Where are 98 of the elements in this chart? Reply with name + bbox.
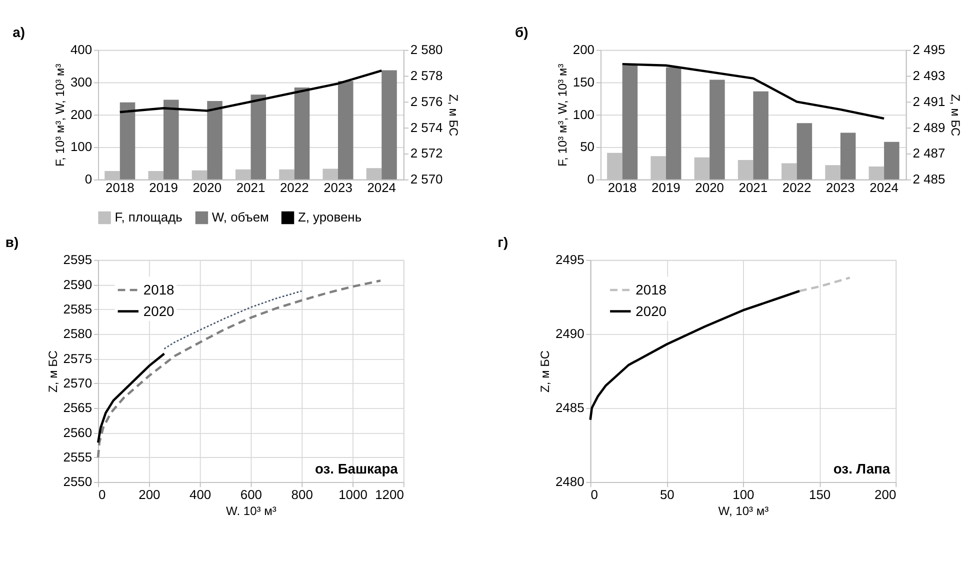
y-tick-label: 100	[572, 106, 594, 122]
y-tick-label: 2590	[63, 276, 92, 292]
x-axis-title: W, 10³ м³	[718, 504, 769, 518]
y-axis-title: Z, м БС	[538, 350, 552, 392]
x-tick-label: 0	[98, 487, 106, 502]
x-tick-label: 150	[809, 487, 831, 502]
y2-tick-label: 2 572	[410, 146, 443, 161]
y-tick-label: 2550	[63, 474, 92, 490]
bar	[710, 80, 725, 180]
y2-tick-label: 2 485	[912, 172, 946, 187]
legend-label: 2020	[636, 302, 667, 319]
y2-tick-label: 2 495	[912, 42, 946, 58]
line-series	[118, 69, 383, 114]
line-series	[96, 352, 166, 444]
y-axis-title: Z, м БС	[46, 350, 60, 392]
bar	[164, 100, 179, 180]
y-tick-label: 200	[70, 106, 92, 122]
x-tick-label: 2020	[695, 180, 724, 195]
chart-title: в)	[5, 234, 19, 250]
y2-axis-title: Z, м БС	[446, 94, 460, 136]
bar	[120, 102, 136, 180]
x-tick-label: 1200	[375, 487, 404, 502]
y2-tick-label: 2 574	[410, 120, 443, 135]
chart-title: б)	[515, 24, 528, 40]
y2-tick-label: 2 580	[410, 42, 443, 58]
y-tick-label: 2490	[556, 326, 584, 342]
x-tick-label: 400	[190, 487, 212, 502]
y-tick-label: 200	[572, 42, 594, 58]
bar	[840, 132, 856, 180]
x-tick-label: 2021	[236, 180, 266, 195]
x-tick-label: 2023	[324, 180, 352, 195]
line-series	[621, 62, 886, 120]
x-tick-label: 2018	[608, 180, 637, 195]
y2-axis-title: Z, м БС	[948, 94, 963, 136]
x-tick-label: 2024	[367, 180, 396, 195]
y-tick-label: 2570	[63, 375, 92, 390]
x-tick-label: 100	[732, 487, 754, 502]
x-axis-title: W. 10³ м³	[226, 504, 276, 518]
y-tick-label: 100	[70, 139, 92, 154]
legend-label: F, площадь	[114, 209, 183, 224]
x-tick-label: 200	[138, 487, 160, 502]
y-axis-title: F, 10³ м³, W, 10³ м³	[555, 64, 570, 166]
x-tick-label: 2020	[192, 180, 222, 195]
y-tick-label: 2575	[63, 350, 92, 366]
x-tick-label: 2022	[782, 180, 812, 195]
bar	[338, 80, 354, 180]
y-tick-label: 2560	[63, 424, 92, 440]
y2-tick-label: 2 487	[912, 146, 946, 161]
y-tick-label: 2595	[63, 252, 92, 268]
y-tick-label: 400	[70, 42, 92, 58]
y2-tick-label: 2 491	[912, 94, 946, 109]
x-tick-label: 2022	[280, 180, 309, 195]
y-axis-title: F, 10³ м³, W, 10³ м³	[52, 64, 67, 166]
y-tick-label: 300	[70, 74, 92, 90]
y-tick-label: 2565	[63, 400, 92, 416]
legend-label: W, объем	[212, 209, 269, 224]
x-tick-label: 1000	[338, 487, 368, 502]
y-tick-label: 2495	[556, 252, 584, 268]
y-tick-label: 2480	[556, 474, 584, 490]
legend-label: 2020	[143, 302, 175, 319]
x-tick-label: 600	[240, 487, 262, 502]
chart-title: г)	[498, 234, 508, 250]
y2-tick-label: 2 489	[912, 120, 946, 135]
bar	[382, 70, 397, 180]
y-tick-label: 150	[572, 74, 594, 90]
x-tick-label: 50	[660, 487, 674, 502]
bar	[622, 65, 638, 180]
bar	[666, 67, 682, 180]
y-tick-label: 2485	[556, 400, 584, 416]
legend-label: Z, уровень	[298, 209, 362, 224]
bar	[884, 142, 900, 180]
chart-title: а)	[12, 24, 25, 40]
legend-label: 2018	[143, 282, 175, 298]
annotation: оз. Лапа	[833, 460, 890, 477]
x-tick-label: 200	[874, 487, 896, 502]
bar	[753, 91, 768, 180]
x-tick-label: 2019	[149, 180, 178, 195]
annotation: оз. Башкара	[314, 460, 398, 477]
bar	[250, 94, 266, 180]
legend-label: 2018	[636, 282, 667, 298]
x-tick-label: 2021	[738, 180, 768, 195]
x-tick-label: 2018	[106, 180, 134, 195]
bar	[207, 101, 222, 180]
y-tick-label: 2585	[63, 301, 92, 316]
x-tick-label: 2019	[652, 180, 680, 195]
line-series	[96, 280, 382, 458]
y2-tick-label: 2 570	[410, 172, 443, 187]
bar	[294, 87, 310, 180]
y-tick-label: 2555	[63, 449, 92, 464]
y2-tick-label: 2 576	[410, 94, 443, 109]
bar	[796, 123, 812, 180]
y2-tick-label: 2 578	[410, 68, 443, 83]
x-tick-label: 2023	[826, 180, 855, 195]
y2-tick-label: 2 493	[912, 68, 946, 83]
x-tick-label: 2024	[870, 180, 898, 195]
y-tick-label: 50	[580, 139, 594, 154]
x-tick-label: 800	[291, 487, 313, 502]
y-tick-label: 2580	[63, 326, 92, 342]
